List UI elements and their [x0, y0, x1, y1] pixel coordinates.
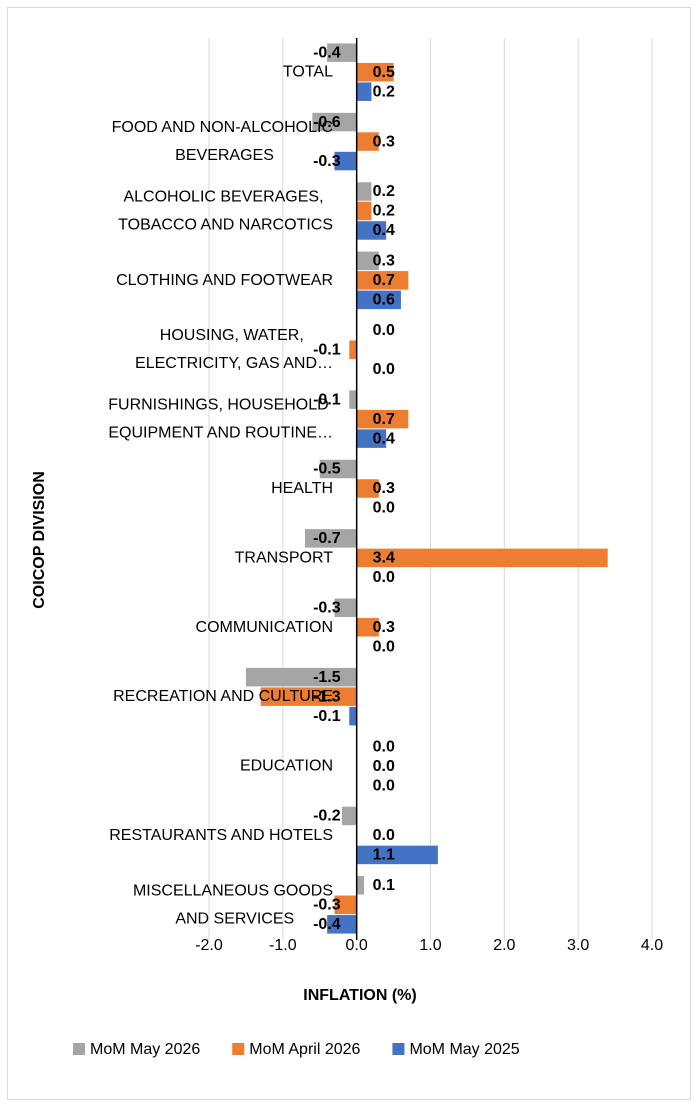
value-label: -1.3 [313, 688, 341, 705]
legend-label: MoM April 2026 [249, 1041, 360, 1058]
value-label: 0.0 [373, 361, 395, 378]
bar [319, 459, 357, 479]
value-label: 0.7 [373, 411, 395, 428]
value-label: 0.0 [373, 322, 395, 339]
y-tick-label: EDUCATION [240, 758, 333, 775]
bar [334, 151, 357, 171]
y-tick-label: HOUSING, WATER, ELECTRICITY, GAS AND… [131, 327, 333, 372]
x-tick-label: 3.0 [567, 937, 589, 954]
x-tick-label: 0.0 [346, 937, 368, 954]
bar [356, 271, 409, 290]
value-label: 3.4 [373, 550, 395, 567]
value-label: 0.7 [373, 272, 395, 289]
value-label: 0.6 [373, 292, 395, 309]
bar [356, 251, 379, 271]
bar [356, 290, 401, 310]
legend-swatch [392, 1043, 405, 1055]
x-tick-label: 4.0 [641, 937, 663, 954]
y-tick-label: FOOD AND NON-ALCOHOLIC BEVERAGES [112, 119, 333, 164]
value-label: 0.4 [373, 222, 395, 239]
value-label: 0.2 [373, 203, 395, 220]
y-tick-label: COMMUNICATION [196, 619, 333, 636]
x-tick-label: -2.0 [195, 937, 223, 954]
value-label: 0.3 [373, 253, 395, 270]
x-axis-title: INFLATION (%) [303, 987, 416, 1004]
value-label: 0.1 [373, 877, 395, 894]
value-label: -0.1 [313, 391, 341, 408]
value-label: -0.1 [313, 708, 341, 725]
value-label: 0.5 [373, 64, 395, 81]
bar [356, 132, 379, 151]
value-label: 0.2 [373, 83, 395, 100]
value-label: 0.0 [373, 758, 395, 775]
grid [208, 38, 653, 940]
value-label: 0.3 [373, 619, 395, 636]
value-label: 0.0 [373, 777, 395, 794]
bar [356, 618, 379, 637]
value-label: 1.1 [373, 847, 395, 864]
value-label: -0.5 [313, 461, 341, 478]
value-label: -0.3 [313, 897, 341, 914]
bar [327, 915, 357, 934]
y-tick-label: RECREATION AND CULTURE [113, 688, 333, 705]
value-label: 0.4 [373, 430, 395, 447]
bar [356, 201, 372, 221]
value-label: 0.0 [373, 638, 395, 655]
value-label: 0.0 [373, 827, 395, 844]
y-tick-label: TOTAL [283, 64, 333, 81]
y-tick-label: ALCOHOLIC BEVERAGES, TOBACCO AND NARCOTI… [114, 189, 333, 234]
legend-swatch [73, 1043, 85, 1055]
bar [356, 479, 379, 498]
value-label: 0.0 [373, 738, 395, 755]
value-label: -0.7 [313, 530, 341, 547]
y-tick-label: MISCELLANEOUS GOODS AND SERVICES [133, 883, 333, 928]
value-label: 0.3 [373, 480, 395, 497]
y-tick-label: FURNISHINGS, HOUSEHOLD EQUIPMENT AND ROU… [104, 397, 333, 442]
value-label: -0.4 [313, 916, 341, 933]
y-tick-label: HEALTH [271, 480, 333, 497]
value-label: 0.0 [373, 569, 395, 586]
bar [356, 429, 387, 448]
value-label: -0.3 [313, 599, 341, 616]
legend-label: MoM May 2026 [90, 1041, 200, 1058]
value-label: 0.3 [373, 133, 395, 150]
x-tick-label: 1.0 [419, 937, 441, 954]
x-tick-label: 2.0 [493, 937, 515, 954]
bar [349, 340, 357, 359]
value-label: -0.4 [313, 44, 341, 61]
value-label: -0.6 [313, 114, 341, 131]
y-axis-title: COICOP DIVISION [31, 471, 48, 609]
bar [356, 876, 365, 895]
bar [245, 667, 357, 687]
bar [312, 112, 357, 132]
y-tick-label: TRANSPORT [235, 550, 334, 567]
value-label: -1.5 [313, 669, 341, 686]
x-tick-label: -1.0 [269, 937, 297, 954]
bar [327, 43, 357, 62]
bar [356, 548, 608, 568]
bar [341, 806, 357, 826]
value-label: 0.2 [373, 183, 395, 200]
bar [356, 845, 438, 865]
value-label: 0.0 [373, 500, 395, 517]
bar [356, 62, 394, 82]
legend-swatch [232, 1043, 245, 1055]
value-label: -0.1 [313, 341, 341, 358]
bar [349, 390, 357, 409]
value-label: -0.2 [313, 808, 341, 825]
y-tick-label: RESTAURANTS AND HOTELS [109, 827, 333, 844]
bar [356, 182, 372, 201]
bar [356, 409, 409, 429]
bar [304, 529, 357, 548]
bar [260, 687, 357, 706]
legend-label: MoM May 2025 [409, 1041, 519, 1058]
value-label: -0.3 [313, 153, 341, 170]
bar [334, 598, 357, 618]
bar [349, 706, 357, 726]
bar [356, 82, 372, 101]
bar [334, 895, 357, 915]
bar [356, 221, 387, 240]
y-tick-label: CLOTHING AND FOOTWEAR [116, 272, 333, 289]
